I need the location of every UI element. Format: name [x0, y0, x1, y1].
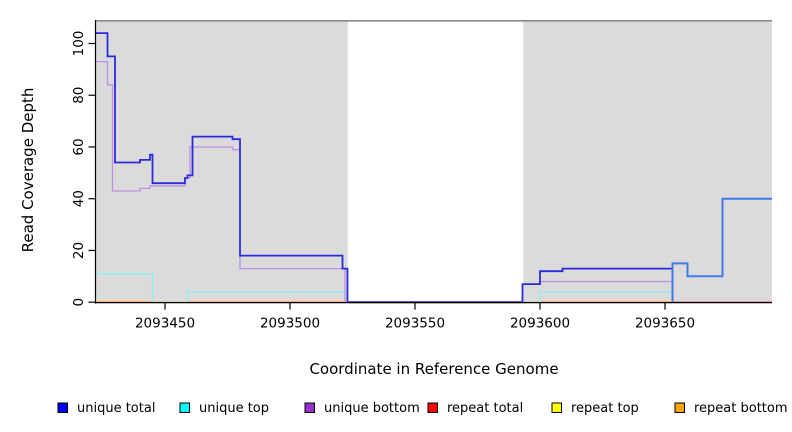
legend-label: repeat total — [447, 401, 523, 416]
legend-label: unique bottom — [324, 401, 420, 416]
legend-swatch — [427, 402, 438, 413]
x-tick-label: 2093500 — [260, 316, 320, 332]
x-tick-label: 2093600 — [510, 316, 570, 332]
y-tick-label: 40 — [71, 190, 87, 207]
series-line-unique-total-right-segment- — [671, 197, 772, 303]
legend-item: repeat bottom — [674, 401, 788, 416]
axes: 2093450 2093500 2093550 2093600 2093650 0 20 40… — [71, 20, 772, 332]
y-tick-label: 80 — [71, 87, 87, 104]
y-axis-title: Read Coverage Depth — [19, 88, 37, 253]
legend-swatch — [551, 402, 562, 413]
legend-swatch — [304, 402, 315, 413]
legend-swatch — [179, 402, 190, 413]
legend-item: unique bottom — [304, 401, 420, 416]
y-tick-label: 60 — [71, 138, 87, 155]
legend-label: repeat top — [571, 401, 639, 416]
x-tick-label: 2093450 — [135, 316, 195, 332]
legend-item: unique total — [57, 401, 155, 416]
y-tick-label: 100 — [71, 31, 87, 57]
legend-label: unique top — [199, 401, 269, 416]
x-axis-title: Coordinate in Reference Genome — [309, 360, 558, 378]
series-line-unique-total — [96, 32, 673, 304]
legend-swatch — [674, 402, 685, 413]
legend-item: repeat top — [551, 401, 639, 416]
legend: unique total unique top unique bottom repea… — [57, 401, 788, 416]
background-regions — [96, 19, 772, 303]
background-region — [523, 21, 772, 303]
x-tick-label: 2093550 — [385, 316, 445, 332]
legend-swatch — [57, 402, 68, 413]
legend-item: unique top — [179, 401, 269, 416]
x-tick-label: 2093650 — [635, 316, 695, 332]
legend-label: repeat bottom — [694, 401, 788, 416]
legend-item: repeat total — [427, 401, 523, 416]
y-tick-label: 0 — [71, 298, 87, 307]
legend-label: unique total — [77, 401, 155, 416]
y-tick-label: 20 — [71, 242, 87, 259]
